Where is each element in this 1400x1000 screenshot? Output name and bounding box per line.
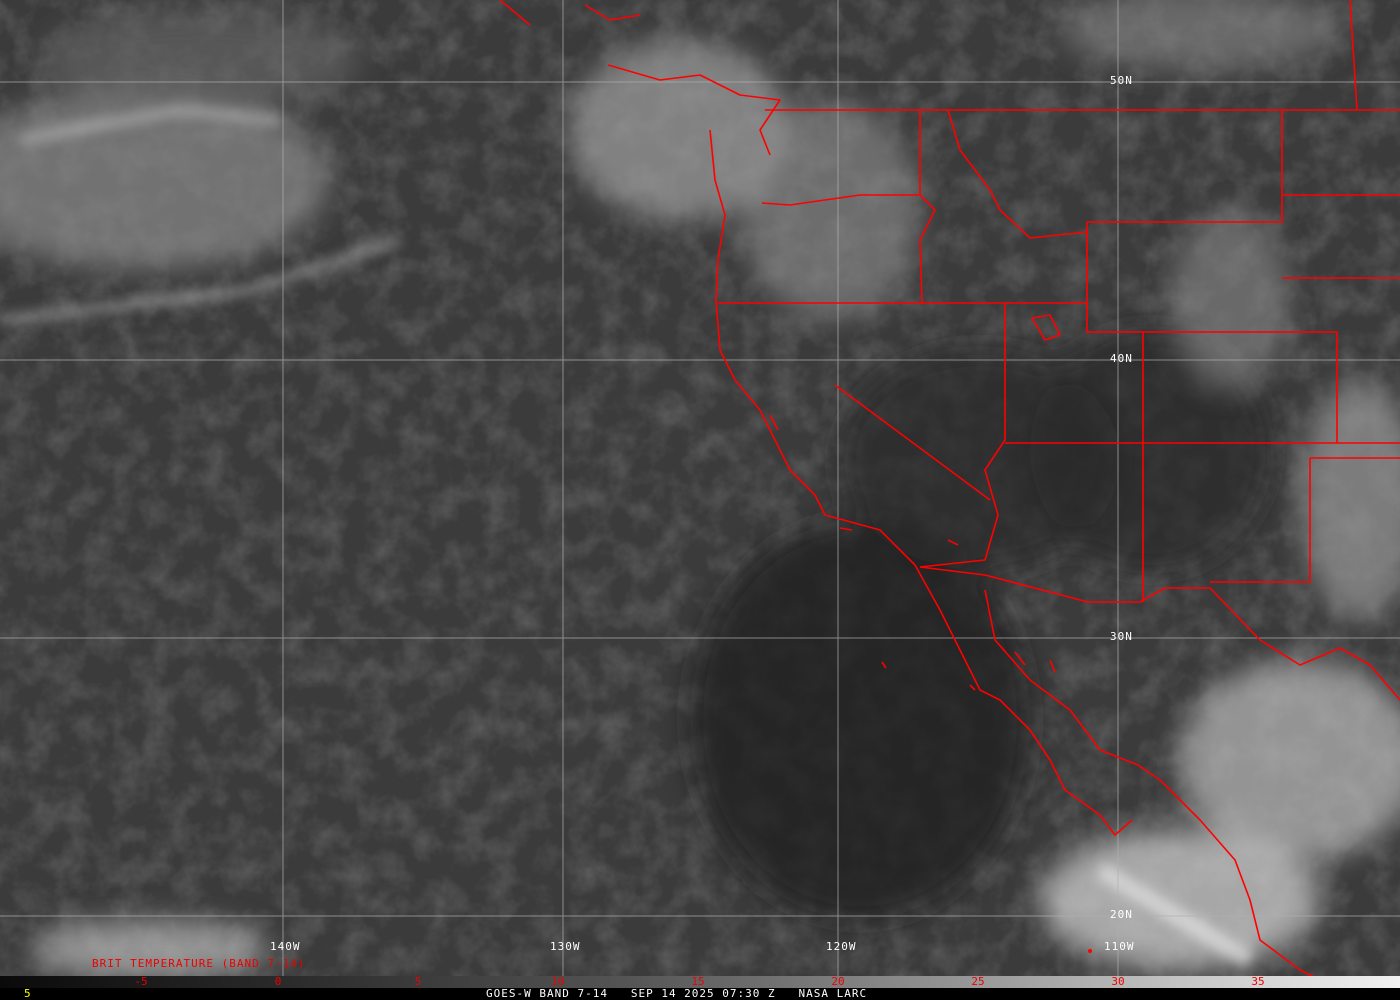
lat-label-50n: 50N xyxy=(1110,74,1133,87)
political-borders xyxy=(499,0,1400,976)
scale-tick: 25 xyxy=(971,975,985,988)
scale-tick: 15 xyxy=(691,975,705,988)
footer-bar xyxy=(0,988,1400,1000)
lat-label-40n: 40N xyxy=(1110,352,1133,365)
scale-tick: 0 xyxy=(274,975,282,988)
image-caption: GOES-W BAND 7-14 SEP 14 2025 07:30 Z NAS… xyxy=(486,987,868,1000)
state-borders xyxy=(718,109,1400,602)
color-scale-bar xyxy=(0,976,1400,988)
marker xyxy=(1088,949,1092,953)
coastline xyxy=(499,0,1133,836)
scale-tick: 30 xyxy=(1111,975,1125,988)
scale-tick: 35 xyxy=(1251,975,1265,988)
scale-tick: 5 xyxy=(414,975,422,988)
scale-tick: 20 xyxy=(831,975,845,988)
gulf-coast xyxy=(984,589,1314,976)
lon-label-110w: 110W xyxy=(1104,940,1135,953)
lon-label-130w: 130W xyxy=(550,940,581,953)
islands xyxy=(769,314,1061,691)
scale-tick: 10 xyxy=(551,975,565,988)
frame-number: 5 xyxy=(24,987,31,1000)
lon-label-140w: 140W xyxy=(270,940,301,953)
clouds xyxy=(0,0,1400,976)
cloud-streaks xyxy=(0,104,1255,968)
mexico-border xyxy=(919,566,1400,701)
lat-lon-grid xyxy=(0,0,1400,976)
lat-label-20n: 20N xyxy=(1110,908,1133,921)
scale-tick: -5 xyxy=(134,975,148,988)
canada-border xyxy=(765,0,1400,111)
lon-label-120w: 120W xyxy=(826,940,857,953)
lat-label-30n: 30N xyxy=(1110,630,1133,643)
satellite-image xyxy=(0,0,1400,976)
legend-title: BRIT TEMPERATURE (BAND 7-14) xyxy=(92,957,306,970)
